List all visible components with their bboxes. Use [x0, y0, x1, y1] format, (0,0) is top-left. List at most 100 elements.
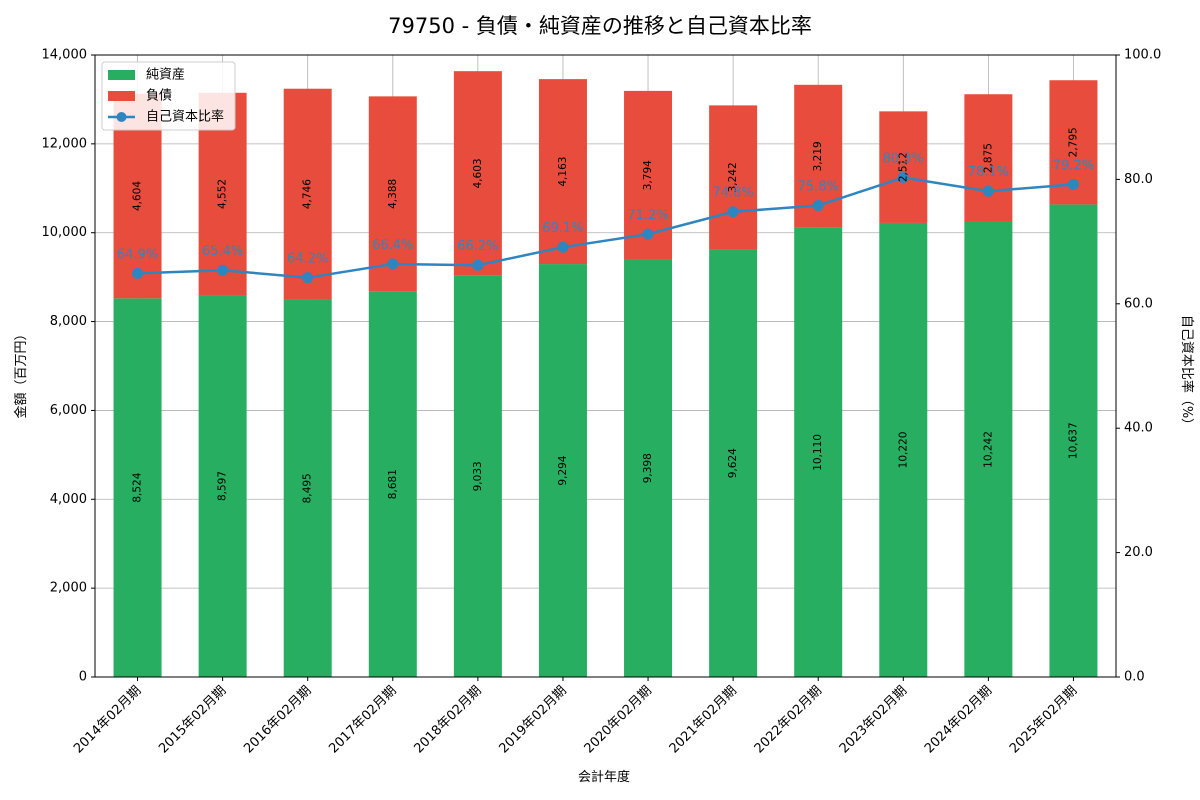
equity-ratio-label: 66.2%	[457, 239, 498, 254]
y-tick-label: 14,000	[42, 48, 88, 63]
equity-ratio-point	[982, 185, 994, 197]
x-tick-label: 2019年02月期	[497, 683, 570, 756]
bar-net-assets	[1049, 204, 1098, 678]
legend-label: 純資産	[146, 67, 185, 83]
net-assets-value-label: 9,033	[472, 461, 484, 491]
x-tick-label: 2016年02月期	[241, 683, 314, 756]
equity-ratio-label: 69.1%	[542, 221, 583, 236]
liabilities-value-label: 2,512	[897, 152, 909, 182]
bars	[113, 71, 1098, 678]
chart-title: 79750 - 負債・純資産の推移と自己資本比率	[388, 14, 812, 38]
bar-liabilities	[709, 105, 758, 250]
legend-label: 自己資本比率	[146, 109, 224, 125]
legend-swatch-liabilities	[108, 91, 135, 101]
data-labels: 8,524 4,604 8,597 4,552 8,495 4,746 8,681 4,388…	[117, 127, 1094, 503]
bar-net-assets	[283, 299, 332, 677]
liabilities-value-label: 4,163	[557, 157, 569, 187]
equity-ratio-label: 64.2%	[287, 252, 328, 267]
equity-ratio-point	[472, 259, 484, 271]
equity-ratio-point	[1067, 178, 1079, 190]
x-tick-label: 2018年02月期	[411, 683, 484, 756]
equity-ratio-line	[137, 176, 1074, 279]
equity-ratio-point	[387, 258, 399, 270]
liabilities-value-label: 4,604	[132, 181, 144, 211]
bar-liabilities	[538, 79, 587, 265]
equity-ratio-label: 64.9%	[117, 247, 158, 262]
equity-ratio-point	[132, 267, 144, 279]
y2-tick-label: 80.0	[1124, 172, 1153, 187]
y-tick-label: 8,000	[50, 314, 87, 329]
legend-swatch-ratio-marker	[116, 112, 127, 122]
liabilities-value-label: 3,219	[812, 141, 824, 171]
equity-ratio-point	[302, 272, 314, 284]
net-assets-value-label: 9,624	[727, 448, 739, 478]
x-tick-label: 2025年02月期	[1007, 683, 1080, 756]
equity-ratio-label: 74.8%	[712, 186, 753, 201]
equity-ratio-label: 75.8%	[798, 180, 839, 195]
ratio-line	[132, 172, 1079, 284]
net-assets-value-label: 9,294	[557, 455, 569, 485]
x-tick-label: 2014年02月期	[71, 683, 144, 756]
equity-ratio-label: 65.4%	[202, 244, 243, 259]
equity-ratio-label: 80.3%	[883, 152, 924, 167]
net-assets-value-label: 10,220	[897, 432, 909, 469]
liabilities-value-label: 2,875	[982, 143, 994, 173]
grid-lines	[95, 54, 1116, 678]
bar-net-assets	[794, 227, 843, 677]
legend-box	[101, 61, 236, 131]
bar-net-assets	[879, 222, 928, 677]
x-tick-label: 2021年02月期	[667, 683, 740, 756]
liabilities-value-label: 4,552	[217, 179, 229, 209]
x-tick-label: 2023年02月期	[837, 683, 910, 756]
net-assets-value-label: 8,681	[387, 469, 399, 499]
equity-ratio-point	[642, 228, 654, 240]
equity-ratio-label: 79.2%	[1053, 158, 1094, 173]
bar-liabilities	[879, 111, 928, 223]
bar-net-assets	[709, 249, 758, 677]
y-tick-label: 6,000	[50, 403, 87, 418]
equity-ratio-point	[557, 241, 569, 253]
equity-ratio-point	[897, 172, 909, 184]
bar-liabilities	[453, 71, 502, 276]
y-tick-label: 2,000	[50, 581, 87, 596]
y2-tick-label: 0.0	[1124, 670, 1145, 685]
x-tick-label: 2022年02月期	[752, 683, 825, 756]
equity-ratio-point	[727, 206, 739, 218]
y2-tick-label: 100.0	[1124, 48, 1161, 63]
x-tick-label: 2017年02月期	[326, 683, 399, 756]
bar-net-assets	[198, 295, 247, 677]
legend-label: 負債	[146, 89, 172, 104]
y2-tick-label: 60.0	[1124, 296, 1153, 311]
equity-ratio-point	[812, 200, 824, 212]
net-assets-value-label: 9,398	[642, 453, 654, 483]
x-tick-label: 2020年02月期	[582, 683, 655, 756]
net-assets-value-label: 10,242	[982, 431, 994, 468]
equity-ratio-label: 71.2%	[627, 208, 668, 223]
net-assets-value-label: 10,110	[812, 434, 824, 471]
net-assets-value-label: 8,495	[302, 473, 314, 503]
bar-net-assets	[368, 291, 417, 677]
bar-net-assets	[453, 275, 502, 677]
equity-ratio-label: 66.4%	[372, 238, 413, 253]
y-tick-label: 10,000	[42, 225, 88, 240]
net-assets-value-label: 8,597	[217, 471, 229, 501]
equity-ratio-label: 78.1%	[968, 165, 1009, 180]
y-tick-label: 0	[79, 670, 87, 685]
bar-net-assets	[964, 221, 1013, 677]
bar-net-assets	[113, 298, 162, 677]
liabilities-value-label: 3,242	[727, 162, 739, 192]
bar-net-assets	[538, 264, 587, 677]
net-assets-value-label: 10,637	[1067, 422, 1079, 459]
liabilities-value-label: 4,603	[472, 158, 484, 188]
y2-axis-label: 自己資本比率（%）	[1179, 315, 1195, 431]
legend-swatch-net-assets	[108, 70, 135, 80]
net-assets-value-label: 8,524	[132, 472, 144, 502]
x-tick-label: 2015年02月期	[156, 683, 229, 756]
x-tick-label: 2024年02月期	[922, 683, 995, 756]
equity-ratio-point	[217, 264, 229, 276]
bar-liabilities	[964, 94, 1013, 222]
liabilities-value-label: 2,795	[1067, 127, 1079, 157]
bar-net-assets	[624, 259, 673, 677]
